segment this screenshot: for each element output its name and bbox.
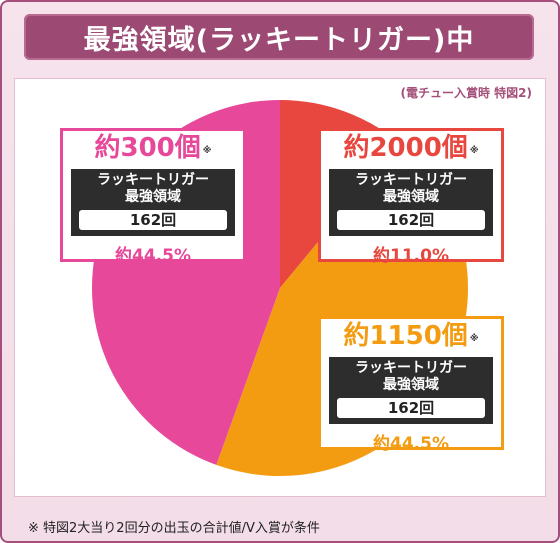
chart-subtitle: (電チュー入賞時 特図2) <box>400 86 533 100</box>
count-box: 162回 <box>337 398 485 418</box>
card-percent: 約11.0% <box>373 246 449 266</box>
card-amount: 約1150個 ※ <box>343 321 478 354</box>
mode-box: ラッキートリガー 最強領域 162回 <box>329 169 493 236</box>
count-box: 162回 <box>79 210 227 230</box>
mode-line-1: ラッキートリガー <box>355 172 467 188</box>
count-box: 162回 <box>337 210 485 230</box>
mode-box: ラッキートリガー 最強領域 162回 <box>71 169 235 236</box>
mode-line-2: 最強領域 <box>383 189 439 205</box>
mode-line-1: ラッキートリガー <box>355 360 467 376</box>
mode-line-2: 最強領域 <box>125 189 181 205</box>
card-amount: 約300個 ※ <box>94 133 211 166</box>
footnote: ※ 特図2大当り2回分の出玉の合計値/V入賞が条件 <box>28 521 320 536</box>
card-amount: 約2000個 ※ <box>343 133 478 166</box>
amount-text: 約300個 <box>94 133 201 163</box>
page-title: 最強領域(ラッキートリガー)中 <box>24 14 534 60</box>
amount-text: 約1150個 <box>343 321 468 351</box>
slice-card-300: 約300個 ※ ラッキートリガー 最強領域 162回 約44.5% <box>60 128 246 266</box>
mode-box: ラッキートリガー 最強領域 162回 <box>329 357 493 424</box>
card-percent: 約44.5% <box>115 246 191 266</box>
card-percent: 約44.5% <box>373 434 449 454</box>
mode-line-2: 最強領域 <box>383 377 439 393</box>
slice-card-1150: 約1150個 ※ ラッキートリガー 最強領域 162回 約44.5% <box>318 316 504 454</box>
note-mark: ※ <box>469 146 479 156</box>
slice-card-2000: 約2000個 ※ ラッキートリガー 最強領域 162回 約11.0% <box>318 128 504 266</box>
mode-line-1: ラッキートリガー <box>97 172 209 188</box>
note-mark: ※ <box>469 334 479 344</box>
note-mark: ※ <box>202 146 212 156</box>
amount-text: 約2000個 <box>343 133 468 163</box>
